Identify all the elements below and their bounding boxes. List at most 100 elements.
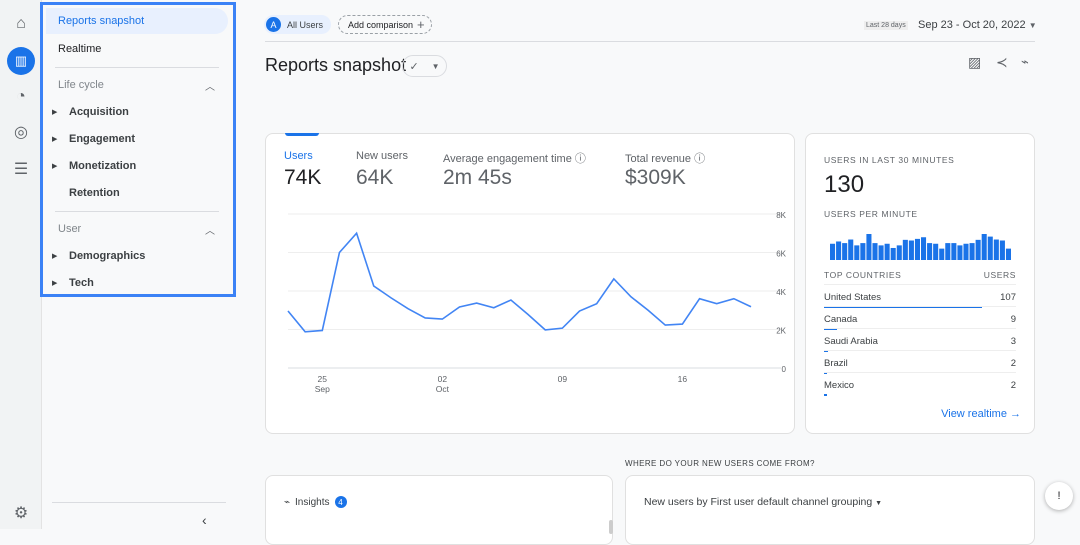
feedback-icon: ! — [1057, 490, 1060, 502]
y-tick-label: 0 — [782, 365, 787, 374]
per-minute-bar — [848, 240, 853, 260]
feedback-button[interactable]: ! — [1045, 482, 1073, 510]
customize-report-icon[interactable]: ▨ — [968, 54, 981, 71]
plus-icon: + — [417, 17, 425, 32]
per-minute-bar — [1006, 249, 1011, 260]
chevron-up-icon[interactable]: ︿ — [205, 78, 215, 93]
dimension-label: New users by First user default channel … — [644, 496, 872, 508]
per-minute-bar — [921, 237, 926, 260]
per-minute-bar — [866, 234, 871, 260]
expand-icon[interactable]: ▶ — [52, 135, 57, 143]
country-row[interactable]: Saudi Arabia 3 — [824, 336, 1016, 347]
check-circle-icon: ✓ — [409, 60, 418, 73]
nav-reports-snapshot[interactable]: Reports snapshot — [46, 8, 228, 34]
new-users-card: New users by First user default channel … — [625, 475, 1035, 545]
page-title: Reports snapshot — [265, 55, 406, 76]
nav-realtime[interactable]: Realtime — [58, 43, 101, 55]
country-users: 107 — [1000, 292, 1016, 303]
divider — [55, 211, 219, 212]
country-name: Saudi Arabia — [824, 336, 878, 347]
divider — [824, 284, 1016, 285]
nav-engagement[interactable]: Engagement — [69, 133, 135, 145]
nav-monetization[interactable]: Monetization — [69, 160, 136, 172]
per-minute-bar — [988, 237, 993, 260]
dropdown-icon: ▼ — [1029, 21, 1037, 30]
date-range-picker[interactable]: Sep 23 - Oct 20, 2022 ▼ — [918, 19, 1037, 31]
per-minute-bar — [860, 243, 865, 260]
y-tick-label: 6K — [776, 250, 786, 259]
settings-icon[interactable]: ⚙ — [9, 501, 33, 525]
nav-tech[interactable]: Tech — [69, 277, 94, 289]
country-name: Brazil — [824, 358, 848, 369]
scrollbar[interactable] — [609, 520, 613, 534]
collapse-icon[interactable]: ‹ — [202, 512, 207, 528]
per-minute-bar — [945, 243, 950, 260]
country-share-bar — [824, 394, 827, 396]
per-minute-bar — [885, 244, 890, 260]
x-tick-month: Sep — [315, 384, 330, 394]
per-minute-bar — [879, 245, 884, 260]
user-header[interactable]: User — [58, 223, 81, 235]
y-tick-label: 4K — [776, 288, 786, 297]
per-minute-bar — [927, 243, 932, 260]
per-minute-bar — [915, 239, 920, 260]
chevron-up-icon[interactable]: ︿ — [205, 222, 215, 237]
insights-icon: ⌁ — [284, 497, 290, 508]
divider — [52, 502, 226, 503]
country-users: 3 — [1011, 336, 1016, 347]
per-minute-bar — [830, 244, 835, 260]
reports-nav: Reports snapshot Realtime Life cycle ︿ ▶… — [40, 2, 236, 297]
expand-icon[interactable]: ▶ — [52, 279, 57, 287]
configure-icon[interactable]: ☰ — [9, 157, 33, 181]
y-tick-label: 8K — [776, 211, 786, 220]
nav-demographics[interactable]: Demographics — [69, 250, 145, 262]
home-icon[interactable]: ⌂ — [9, 12, 33, 36]
per-minute-bar — [951, 243, 956, 260]
per-minute-bar-chart — [830, 230, 1012, 260]
divider — [55, 67, 219, 68]
countries-header: TOP COUNTRIES — [824, 270, 901, 280]
per-minute-bar — [963, 244, 968, 260]
segment-chip[interactable]: A All Users — [264, 15, 331, 34]
nav-acquisition[interactable]: Acquisition — [69, 106, 129, 118]
advertising-icon[interactable]: ◎ — [9, 120, 33, 144]
x-tick-label: 09 — [558, 374, 568, 384]
status-dropdown[interactable]: ✓▼ — [402, 55, 447, 77]
per-minute-bar — [842, 243, 847, 260]
per-minute-bar — [897, 245, 902, 260]
users-line — [288, 233, 751, 332]
per-minute-bar — [970, 243, 975, 260]
divider — [824, 372, 1016, 373]
dropdown-icon: ▼ — [875, 500, 882, 507]
per-minute-bar — [891, 248, 896, 260]
share-icon[interactable]: ≺ — [996, 54, 1008, 71]
per-minute-bar — [836, 241, 841, 260]
divider — [824, 350, 1016, 351]
x-tick-label: 02 — [438, 374, 448, 384]
dimension-selector[interactable]: New users by First user default channel … — [644, 496, 882, 508]
expand-icon[interactable]: ▶ — [52, 162, 57, 170]
expand-icon[interactable]: ▶ — [52, 108, 57, 116]
date-range: Sep 23 - Oct 20, 2022 — [918, 19, 1026, 31]
insights-icon[interactable]: ⌁ — [1021, 54, 1029, 70]
reports-icon[interactable]: ▥ — [7, 47, 35, 75]
per-minute-bar — [982, 234, 987, 260]
divider — [824, 306, 1016, 307]
nav-retention[interactable]: Retention — [69, 187, 120, 199]
per-minute-bar — [939, 249, 944, 260]
view-realtime-link[interactable]: View realtime → — [941, 408, 1021, 420]
new-users-section-title: WHERE DO YOUR NEW USERS COME FROM? — [625, 459, 815, 468]
expand-icon[interactable]: ▶ — [52, 252, 57, 260]
x-tick-label: 16 — [678, 374, 688, 384]
explore-icon[interactable]: ◔ — [9, 85, 33, 109]
insights-card: ⌁Insights 4 — [265, 475, 613, 545]
lifecycle-header[interactable]: Life cycle — [58, 79, 104, 91]
add-comparison-button[interactable]: Add comparison+ — [338, 15, 432, 34]
country-name: Canada — [824, 314, 857, 325]
insights-header[interactable]: ⌁Insights 4 — [284, 496, 347, 508]
